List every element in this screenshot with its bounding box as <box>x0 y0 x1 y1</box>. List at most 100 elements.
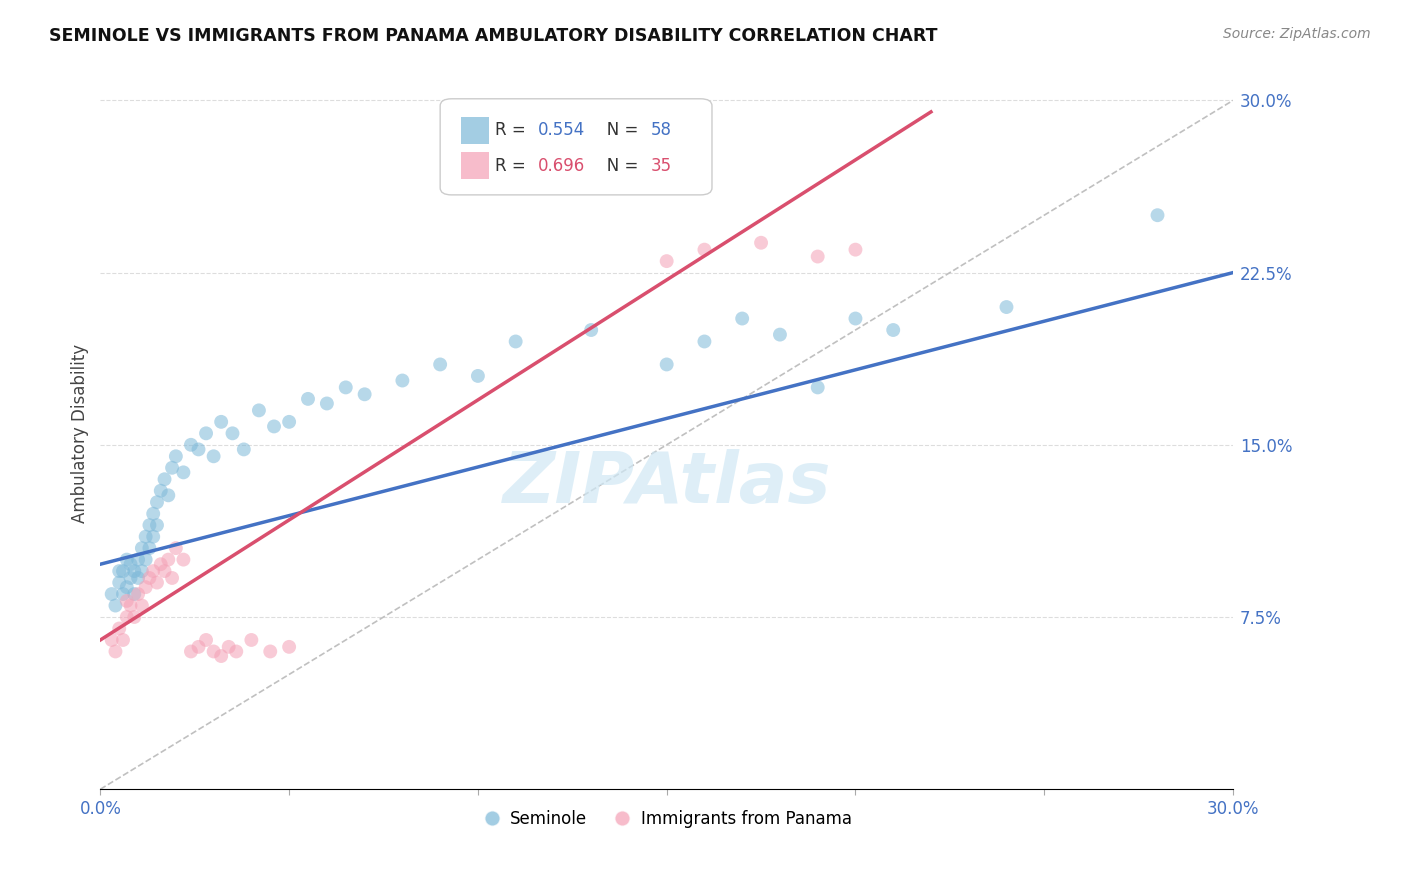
Point <box>111 632 134 647</box>
Point <box>135 530 157 544</box>
Point <box>142 530 165 544</box>
Point <box>209 648 232 663</box>
Point <box>111 587 134 601</box>
Point <box>115 552 138 566</box>
Point <box>335 380 357 394</box>
Point <box>100 632 122 647</box>
Y-axis label: Ambulatory Disability: Ambulatory Disability <box>72 343 89 523</box>
Point <box>807 250 830 264</box>
Point <box>131 599 153 613</box>
Point <box>180 644 202 658</box>
Point <box>225 644 247 658</box>
Point <box>153 472 176 486</box>
Point <box>115 594 138 608</box>
Point <box>120 571 142 585</box>
Point <box>187 442 209 457</box>
Point <box>142 564 165 578</box>
Point <box>693 334 716 349</box>
Point <box>146 575 169 590</box>
Point <box>655 254 678 268</box>
Point <box>108 575 131 590</box>
Point <box>221 426 243 441</box>
Point <box>104 644 127 658</box>
Point <box>655 358 678 372</box>
Point <box>138 571 160 585</box>
Point <box>731 311 754 326</box>
Point <box>160 571 183 585</box>
Point <box>172 466 194 480</box>
Point <box>505 334 527 349</box>
Point <box>100 587 122 601</box>
Point <box>844 243 866 257</box>
Point <box>247 403 270 417</box>
Point <box>127 552 149 566</box>
Point <box>135 552 157 566</box>
Point <box>353 387 375 401</box>
Point <box>693 243 716 257</box>
Point <box>297 392 319 406</box>
Text: 35: 35 <box>651 157 672 175</box>
Point <box>146 495 169 509</box>
Point <box>232 442 254 457</box>
Point <box>263 419 285 434</box>
Point <box>202 450 225 464</box>
Point <box>153 564 176 578</box>
Text: ZIPAtlas: ZIPAtlas <box>502 449 831 517</box>
Point <box>579 323 602 337</box>
Point <box>124 587 146 601</box>
Point <box>467 368 489 383</box>
Point <box>149 558 172 572</box>
Point <box>195 426 218 441</box>
Point <box>180 438 202 452</box>
Point <box>127 571 149 585</box>
Point <box>187 640 209 654</box>
Point <box>1146 208 1168 222</box>
Point <box>995 300 1018 314</box>
Text: SEMINOLE VS IMMIGRANTS FROM PANAMA AMBULATORY DISABILITY CORRELATION CHART: SEMINOLE VS IMMIGRANTS FROM PANAMA AMBUL… <box>49 27 938 45</box>
Point <box>157 552 180 566</box>
Point <box>165 450 187 464</box>
Point <box>138 518 160 533</box>
Point <box>172 552 194 566</box>
Point <box>315 396 337 410</box>
Point <box>157 488 180 502</box>
Point <box>115 610 138 624</box>
Point <box>108 564 131 578</box>
Point <box>120 599 142 613</box>
Point <box>278 640 301 654</box>
Point <box>115 580 138 594</box>
Point <box>135 580 157 594</box>
Point <box>240 632 263 647</box>
Point <box>844 311 866 326</box>
Text: Source: ZipAtlas.com: Source: ZipAtlas.com <box>1223 27 1371 41</box>
Point <box>195 632 218 647</box>
Point <box>111 564 134 578</box>
Point <box>429 358 451 372</box>
Point <box>127 587 149 601</box>
Point <box>278 415 301 429</box>
Point <box>108 622 131 636</box>
Point <box>391 374 413 388</box>
Point <box>218 640 240 654</box>
Point <box>138 541 160 555</box>
Point <box>160 460 183 475</box>
Point <box>146 518 169 533</box>
Point <box>165 541 187 555</box>
Text: R =: R = <box>495 121 530 139</box>
Point <box>202 644 225 658</box>
FancyBboxPatch shape <box>440 99 711 194</box>
Point <box>149 483 172 498</box>
Point <box>882 323 904 337</box>
Point <box>142 507 165 521</box>
Text: N =: N = <box>591 121 644 139</box>
Legend: Seminole, Immigrants from Panama: Seminole, Immigrants from Panama <box>475 803 858 834</box>
FancyBboxPatch shape <box>461 153 489 179</box>
Point <box>124 564 146 578</box>
Text: 0.696: 0.696 <box>537 157 585 175</box>
Text: R =: R = <box>495 157 530 175</box>
Point <box>131 541 153 555</box>
Text: 0.554: 0.554 <box>537 121 585 139</box>
Point <box>807 380 830 394</box>
FancyBboxPatch shape <box>461 117 489 144</box>
Point <box>749 235 772 250</box>
